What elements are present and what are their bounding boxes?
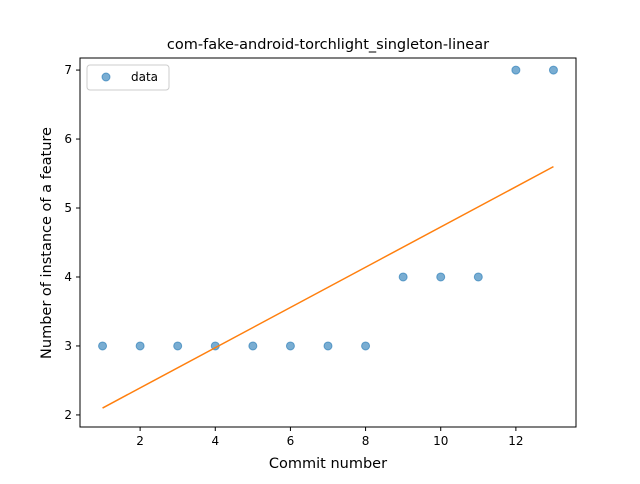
x-tick-label: 10 bbox=[433, 434, 448, 448]
x-tick-label: 2 bbox=[136, 434, 144, 448]
plot-area bbox=[98, 65, 558, 409]
x-axis-label: Commit number bbox=[269, 456, 387, 472]
data-point bbox=[173, 341, 183, 351]
y-tick-label: 5 bbox=[64, 201, 72, 215]
legend-label-data: data bbox=[131, 70, 158, 84]
data-point bbox=[361, 341, 371, 351]
y-tick-label: 2 bbox=[64, 408, 72, 422]
y-axis: 2 3 4 5 6 7 bbox=[64, 63, 80, 422]
data-point bbox=[98, 341, 108, 351]
x-tick-label: 4 bbox=[211, 434, 219, 448]
legend-marker-data bbox=[101, 72, 111, 82]
data-point bbox=[436, 272, 446, 282]
x-axis: 2 4 6 8 10 12 bbox=[136, 427, 524, 448]
x-tick-label: 6 bbox=[287, 434, 295, 448]
data-point bbox=[135, 341, 145, 351]
data-point bbox=[323, 341, 333, 351]
fit-line bbox=[102, 165, 554, 409]
data-point bbox=[285, 341, 295, 351]
y-axis-label: Number of instance of a feature bbox=[39, 127, 55, 359]
data-point bbox=[511, 65, 521, 75]
y-tick-label: 6 bbox=[64, 132, 72, 146]
x-tick-label: 12 bbox=[508, 434, 523, 448]
legend-box bbox=[86, 64, 170, 91]
data-point bbox=[473, 272, 483, 282]
data-point bbox=[398, 272, 408, 282]
legend: data bbox=[86, 64, 170, 91]
x-tick-label: 8 bbox=[362, 434, 370, 448]
chart-title: com-fake-android-torchlight_singleton-li… bbox=[167, 37, 489, 53]
data-point bbox=[248, 341, 258, 351]
data-point bbox=[548, 65, 558, 75]
y-tick-label: 4 bbox=[64, 270, 72, 284]
plot-frame bbox=[79, 57, 577, 428]
y-tick-label: 3 bbox=[64, 339, 72, 353]
y-tick-label: 7 bbox=[64, 63, 72, 77]
